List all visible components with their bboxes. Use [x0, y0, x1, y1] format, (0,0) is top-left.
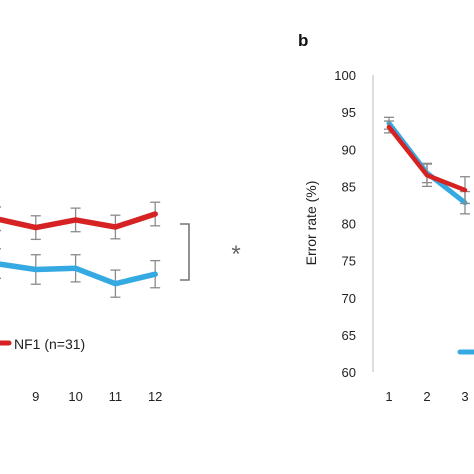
- y-tick-label: 100: [334, 68, 356, 83]
- x-tick-label: 11: [109, 389, 123, 404]
- y-tick-label: 75: [342, 254, 356, 269]
- panel-b-series: [384, 116, 470, 215]
- y-tick-label: 85: [342, 179, 356, 194]
- x-tick-label: 10: [68, 389, 82, 404]
- x-tick-label: 3: [461, 389, 468, 404]
- panel-a-x-ticks: 89101112: [32, 389, 162, 404]
- panel-b-y-ticks: 60 65 70 75 80 85 90 95 100: [334, 68, 356, 380]
- y-tick-label: 80: [342, 217, 356, 232]
- panel-a: 89101112 * NF1 (n=31): [0, 201, 241, 404]
- panel-b: b 60 65 70 75 80 85 90 95 100 1 2 3 Error rate (%): [298, 31, 474, 404]
- x-tick-label: 12: [148, 389, 162, 404]
- series-line-nf1: [0, 211, 158, 231]
- x-tick-label: 1: [385, 389, 392, 404]
- y-tick-label: 65: [342, 328, 356, 343]
- x-tick-label: 9: [32, 389, 39, 404]
- series-line-nf1: [386, 124, 468, 193]
- series-line-control: [0, 261, 158, 287]
- legend-label-nf1: NF1 (n=31): [14, 336, 85, 352]
- significance-star: *: [231, 241, 240, 268]
- y-tick-label: 95: [342, 105, 356, 120]
- panel-b-x-ticks: 1 2 3: [385, 389, 468, 404]
- y-tick-label: 90: [342, 142, 356, 157]
- panel-a-series: [0, 201, 161, 298]
- panel-b-letter: b: [298, 31, 308, 50]
- significance-bracket: [180, 223, 190, 281]
- y-tick-label: 60: [342, 365, 356, 380]
- panel-b-y-axis-label: Error rate (%): [303, 181, 319, 266]
- y-tick-label: 70: [342, 291, 356, 306]
- x-tick-label: 2: [423, 389, 430, 404]
